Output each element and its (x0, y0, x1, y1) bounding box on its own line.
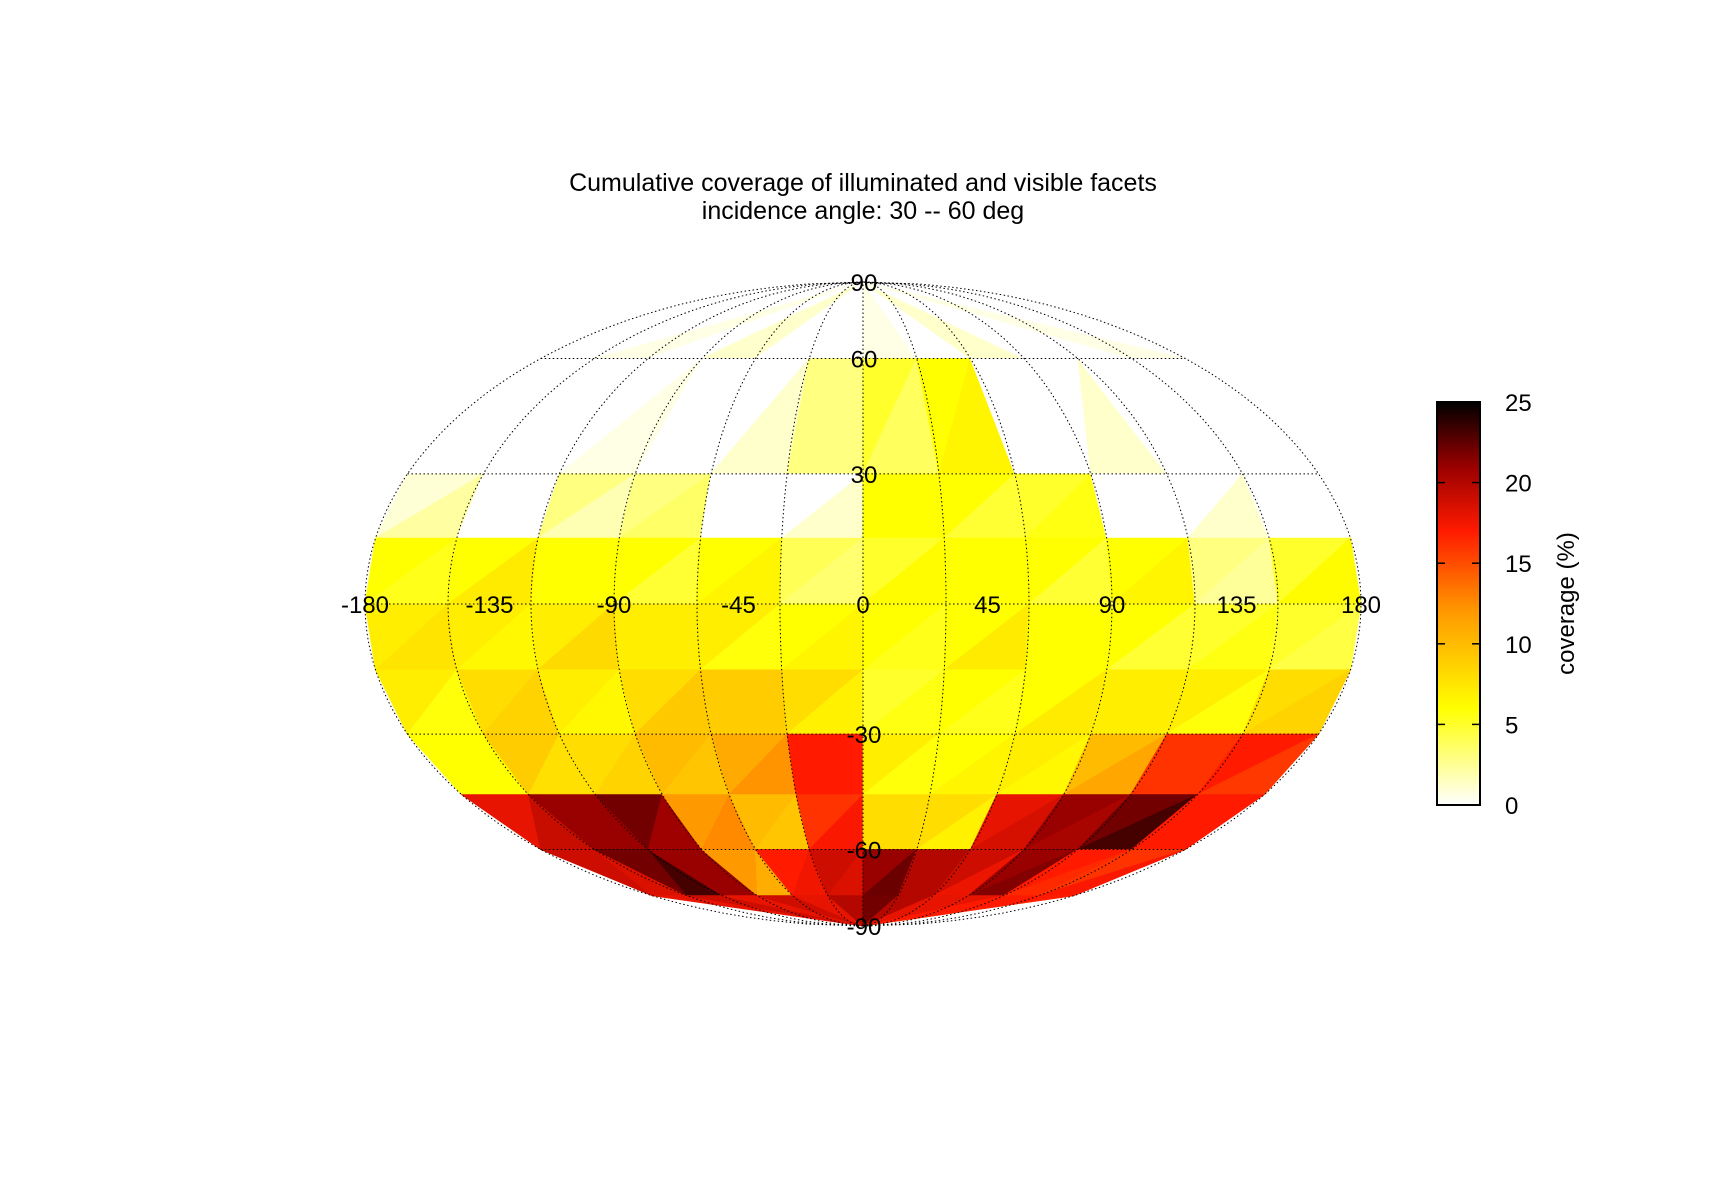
longitude-tick-label: 180 (1341, 592, 1381, 619)
meridian-gridline (447, 281, 864, 927)
colorbar-tick-label: 25 (1505, 390, 1532, 417)
meridian-gridline (862, 281, 1113, 927)
colorbar-label: coverage (%) (1553, 532, 1580, 675)
chart-subtitle: incidence angle: 30 -- 60 deg (702, 197, 1024, 225)
meridian-gridline (862, 281, 1362, 927)
colorbar (1436, 401, 1481, 806)
map-facet (460, 794, 542, 851)
latitude-tick-labels: 90 60 30 -30 -60 -90 (847, 270, 882, 941)
meridian-gridline (364, 281, 864, 927)
longitude-tick-label: -45 (721, 592, 756, 619)
longitude-tick-label: 0 (856, 592, 869, 619)
meridian-gridline (530, 281, 864, 927)
colorbar-tick-label: 5 (1505, 712, 1518, 739)
longitude-tick-label: -135 (465, 592, 513, 619)
latitude-tick-label: 90 (851, 270, 878, 297)
chart-title: Cumulative coverage of illuminated and v… (569, 169, 1157, 197)
longitude-tick-label: 135 (1216, 592, 1256, 619)
longitude-tick-labels: -180 -135 -90 -45 0 45 90 135 180 (341, 592, 1381, 619)
colorbar-tick-label: 20 (1505, 471, 1532, 498)
latitude-tick-label: -60 (847, 838, 882, 865)
latitude-tick-label: -30 (847, 722, 882, 749)
longitude-tick-label: 45 (974, 592, 1001, 619)
longitude-tick-label: -90 (597, 592, 632, 619)
colorbar-tick-label: 10 (1505, 632, 1532, 659)
map-grid (364, 281, 1362, 927)
colorbar-tick-label: 15 (1505, 551, 1532, 578)
longitude-tick-label: -180 (341, 592, 389, 619)
colorbar-tick-label: 0 (1505, 793, 1518, 820)
longitude-tick-label: 90 (1099, 592, 1126, 619)
latitude-tick-label: -90 (847, 914, 882, 941)
latitude-tick-label: 60 (851, 347, 878, 374)
colorbar-ticks: 0 5 10 15 20 25 (1437, 390, 1532, 820)
latitude-tick-label: 30 (851, 462, 878, 489)
